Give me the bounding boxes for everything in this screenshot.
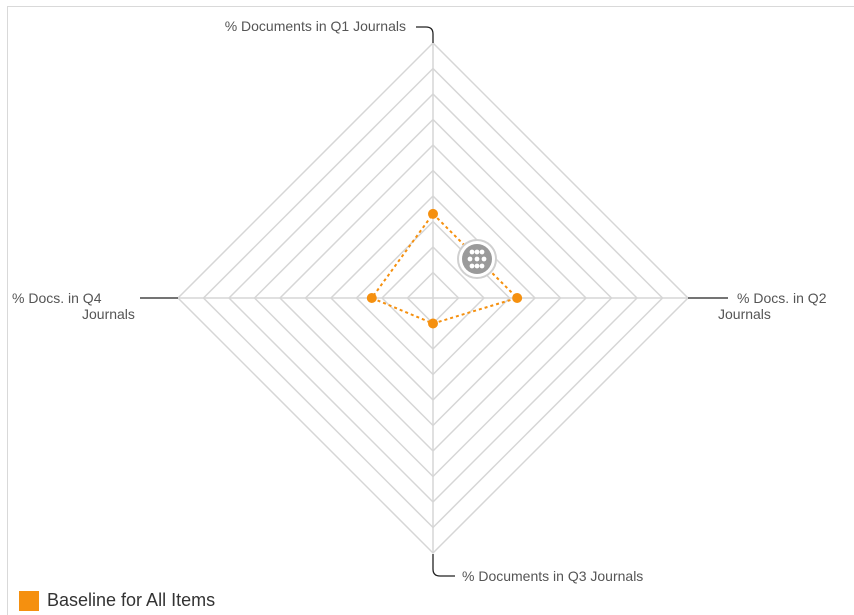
radar-grid: [176, 41, 690, 555]
series-point[interactable]: [366, 293, 377, 303]
series-layer: [366, 208, 523, 329]
axis-labels: % Documents in Q1 Journals% Docs. in Q2J…: [12, 18, 827, 584]
series-point[interactable]: [428, 318, 438, 329]
badge-dot: [469, 263, 475, 269]
badge-dot: [474, 256, 480, 262]
axis-label-q3: % Documents in Q3 Journals: [462, 568, 643, 584]
series-outline: [370, 212, 520, 325]
badge-dot: [474, 263, 480, 269]
axis-label-q4: Journals: [82, 306, 135, 322]
axis-leader-line: [432, 554, 455, 577]
legend-swatch: [19, 590, 39, 611]
series-point[interactable]: [512, 293, 523, 303]
badge-dot: [469, 249, 475, 255]
axis-label-q1: % Documents in Q1 Journals: [225, 18, 406, 34]
badge-dot: [479, 249, 485, 255]
legend[interactable]: Baseline for All Items: [19, 590, 215, 611]
legend-label: Baseline for All Items: [47, 590, 216, 610]
series-point[interactable]: [428, 208, 438, 219]
axis-leaders: [140, 26, 728, 577]
badge-dot: [481, 256, 487, 262]
badge-dot: [467, 256, 473, 262]
axis-label-q2: % Docs. in Q2: [737, 290, 827, 306]
axis-leader-line: [416, 26, 434, 43]
axis-label-q4: % Docs. in Q4: [12, 290, 102, 306]
badge-dot: [479, 263, 485, 269]
badge-dot: [474, 249, 480, 255]
chart-frame: [7, 6, 854, 615]
axis-label-q2: Journals: [718, 306, 771, 322]
dots-cluster-icon[interactable]: [457, 239, 497, 279]
